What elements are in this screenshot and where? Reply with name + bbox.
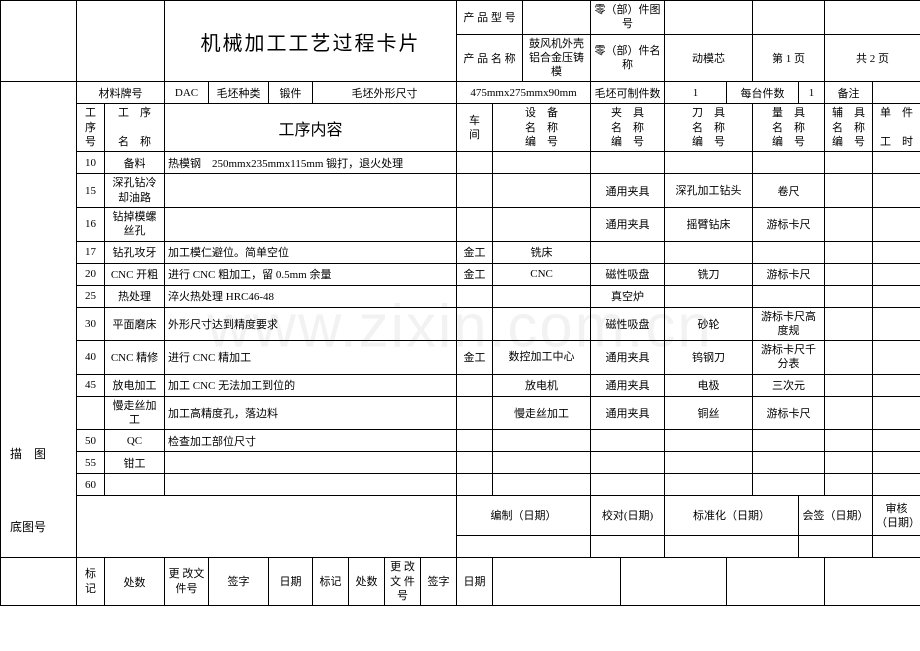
blank-size-value: 475mmx275mmx90mm xyxy=(457,82,591,104)
col-seq-name: 工 序名 称 xyxy=(105,104,165,152)
material-label: 材料牌号 xyxy=(77,82,165,104)
footer-blank xyxy=(77,496,457,558)
col-content: 工序内容 xyxy=(165,104,457,152)
change-doc2-label: 更 改文 件号 xyxy=(385,558,421,606)
cosign-label: 会签（日期） xyxy=(799,496,873,536)
bottom-blank-4 xyxy=(825,558,920,606)
sign2-label: 签字 xyxy=(421,558,457,606)
table-row: 45 放电加工 加工 CNC 无法加工到位的 放电机 通用夹具 电极 三次元 xyxy=(1,374,920,396)
col-tool: 刀 具名 称编 号 xyxy=(665,104,753,152)
per-unit-value: 1 xyxy=(799,82,825,104)
table-row: 15 深孔钻冷却油路 通用夹具 深孔加工钻头 卷尺 xyxy=(1,174,920,208)
blank-size-label: 毛坯外形尺寸 xyxy=(313,82,457,104)
compile-label: 编制（日期） xyxy=(457,496,591,536)
product-name-label: 产 品 名 称 xyxy=(457,34,523,82)
bottom-drawing-label: 底图号 xyxy=(10,518,46,535)
table-row: 50 QC 检查加工部位尺寸 xyxy=(1,430,920,452)
table-row: 40 CNC 精修 进行 CNC 精加工 金工 数控加工中心 通用夹具 钨钢刀 … xyxy=(1,341,920,375)
cosign-value xyxy=(799,536,873,558)
table-row: 55 钳工 xyxy=(1,452,920,474)
blank-r1b xyxy=(825,1,920,35)
col-aux: 辅 具名 称编 号 xyxy=(825,104,873,152)
card-title: 机械加工工艺过程卡片 xyxy=(165,1,457,82)
left-margin xyxy=(1,82,77,558)
process-card-table: 机械加工工艺过程卡片 产 品 型 号 零（部）件图号 产 品 名 称 鼓风机外壳… xyxy=(0,0,920,606)
mark2-label: 标记 xyxy=(313,558,349,606)
blank-type-value: 锻件 xyxy=(269,82,313,104)
table-row: 25 热处理 淬火热处理 HRC46-48 真空炉 xyxy=(1,285,920,307)
material-value: DAC xyxy=(165,82,209,104)
sign-label: 签字 xyxy=(209,558,269,606)
check-value xyxy=(591,536,665,558)
col-gauge: 量 具名 称编 号 xyxy=(753,104,825,152)
table-row: 60 xyxy=(1,474,920,496)
remark-value xyxy=(873,82,920,104)
table-row: 慢走丝加工 加工高精度孔，落边料 慢走丝加工 通用夹具 铜丝 游标卡尺 xyxy=(1,396,920,430)
mark-label: 标记 xyxy=(77,558,105,606)
desc-drawing-label: 描 图 xyxy=(10,445,46,462)
bottom-blank-3 xyxy=(727,558,825,606)
table-row: 20 CNC 开粗 进行 CNC 粗加工，留 0.5mm 余量 金工 CNC 磁… xyxy=(1,263,920,285)
audit-label: 审核（日期） xyxy=(873,496,920,536)
compile-value xyxy=(457,536,591,558)
product-model-value xyxy=(523,1,591,35)
date-label: 日期 xyxy=(269,558,313,606)
table-row: 16 钻掉模螺丝孔 通用夹具 摇臂钻床 游标卡尺 xyxy=(1,207,920,241)
col-unit: 单 件工 时 xyxy=(873,104,920,152)
product-name-value: 鼓风机外壳铝合金压铸模 xyxy=(523,34,591,82)
audit-value xyxy=(873,536,920,558)
part-drawing-value xyxy=(665,1,753,35)
col-equipment: 设 备名 称编 号 xyxy=(493,104,591,152)
remark-label: 备注 xyxy=(825,82,873,104)
place-label: 处数 xyxy=(105,558,165,606)
table-row: 30 平面磨床 外形尺寸达到精度要求 磁性吸盘 砂轮 游标卡尺高度规 xyxy=(1,307,920,341)
col-fixture: 夹 具名 称编 号 xyxy=(591,104,665,152)
part-drawing-label: 零（部）件图号 xyxy=(591,1,665,35)
bottom-blank-1 xyxy=(493,558,621,606)
table-row: 10 备料 热模钢 250mmx235mmx115mm 锻打，退火处理 xyxy=(1,152,920,174)
standardize-value xyxy=(665,536,799,558)
change-doc-label: 更 改文 件号 xyxy=(165,558,209,606)
blank-r1 xyxy=(753,1,825,35)
bottom-left-blank xyxy=(1,558,77,606)
blank-count-value: 1 xyxy=(665,82,727,104)
date2-label: 日期 xyxy=(457,558,493,606)
standardize-label: 标准化（日期） xyxy=(665,496,799,536)
col-workshop: 车间 xyxy=(457,104,493,152)
table-row: 17 钻孔攻牙 加工模仁避位。简单空位 金工 铣床 xyxy=(1,241,920,263)
part-name-value: 动模芯 xyxy=(665,34,753,82)
product-model-label: 产 品 型 号 xyxy=(457,1,523,35)
per-unit-label: 每台件数 xyxy=(727,82,799,104)
total-page-label: 共 2 页 xyxy=(825,34,920,82)
place2-label: 处数 xyxy=(349,558,385,606)
blank-count-label: 毛坯可制件数 xyxy=(591,82,665,104)
check-label: 校对(日期) xyxy=(591,496,665,536)
bottom-blank-2 xyxy=(621,558,727,606)
part-name-label: 零（部）件名称 xyxy=(591,34,665,82)
col-seq-no: 工序号 xyxy=(77,104,105,152)
blank-top-left xyxy=(1,1,77,82)
blank-top-2 xyxy=(77,1,165,82)
blank-type-label: 毛坯种类 xyxy=(209,82,269,104)
page-label: 第 1 页 xyxy=(753,34,825,82)
